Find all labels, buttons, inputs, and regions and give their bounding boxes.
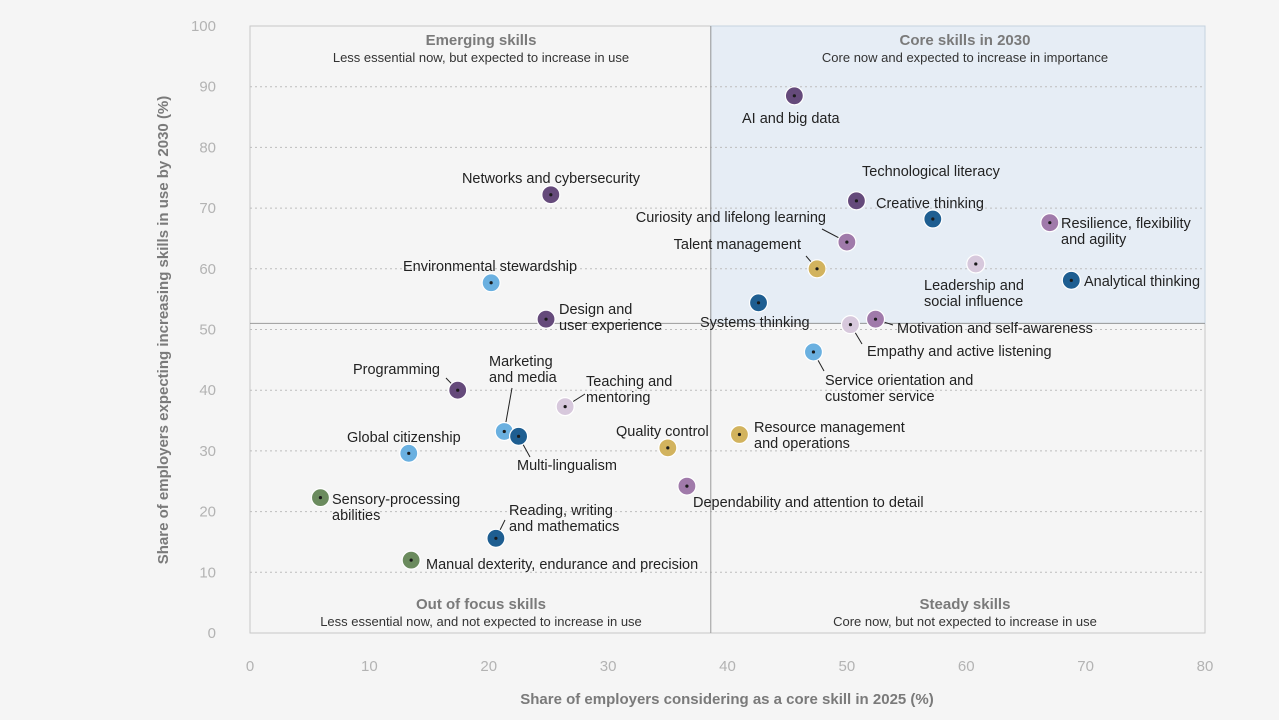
x-tick-label: 60 (958, 658, 975, 675)
quadrant-title-emerging: Emerging skills (426, 32, 537, 49)
point-label-curiosity-and-lifelong-learning: Curiosity and lifelong learning (636, 210, 826, 226)
point-center-programming (456, 388, 460, 392)
y-tick-label: 90 (199, 79, 216, 96)
point-label-global-citizenship: Global citizenship (347, 430, 461, 446)
point-label-analytical-thinking: Analytical thinking (1084, 274, 1200, 290)
point-center-curiosity-and-lifelong-learning (845, 240, 849, 244)
point-center-resilience-flexibility-and-agility (1048, 221, 1052, 225)
gridlines (250, 86, 1205, 573)
point-labels: AI and big data Networks and cybersecurit… (332, 111, 1200, 573)
point-label-service-orientation-and-customer-service: Service orientation and customer service (825, 373, 973, 405)
quadrant-title-steady: Steady skills (920, 596, 1011, 613)
x-tick-label: 80 (1197, 658, 1214, 675)
point-label-quality-control: Quality control (616, 424, 709, 440)
x-tick-label: 30 (600, 658, 617, 675)
point-center-multi-lingualism (516, 434, 521, 438)
core-quadrant-shading (710, 25, 1206, 324)
x-tick-label: 50 (839, 658, 856, 675)
point-label-manual-dexterity-endurance-and-precision: Manual dexterity, endurance and precisio… (426, 557, 698, 573)
point-center-empathy-and-active-listening (848, 323, 853, 327)
y-tick-label: 60 (199, 261, 216, 278)
quadrant-subtitle-out-of-focus: Less essential now, and not expected to … (320, 614, 642, 629)
point-center-resource-management-and-operations (737, 432, 742, 437)
y-tick-label: 30 (199, 443, 216, 460)
quadrant-subtitle-core: Core now and expected to increase in imp… (822, 50, 1108, 65)
point-center-analytical-thinking (1069, 278, 1073, 282)
point-label-teaching-and-mentoring: Teaching and mentoring (586, 374, 672, 406)
point-center-systems-thinking (756, 301, 761, 305)
axis-ticks: 0 10 20 30 40 50 60 70 80 0 10 20 30 40 50 60 70 80 90 100 (191, 18, 1213, 675)
x-tick-label: 20 (480, 658, 497, 675)
point-label-leadership-and-social-influence: Leadership and social influence (924, 278, 1024, 310)
x-tick-label: 10 (361, 658, 378, 675)
y-tick-label: 70 (199, 200, 216, 217)
quadrant-subtitle-emerging: Less essential now, but expected to incr… (333, 50, 629, 65)
point-center-creative-thinking (931, 217, 935, 221)
point-label-systems-thinking: Systems thinking (700, 315, 810, 331)
point-center-teaching-and-mentoring (563, 404, 567, 409)
point-label-marketing-and-media: Marketing and media (489, 354, 558, 386)
point-center-dependability-and-attention-to-detail (685, 484, 689, 488)
x-axis-title: Share of employers considering as a core… (520, 691, 934, 708)
point-center-global-citizenship (407, 451, 411, 455)
point-center-motivation-and-self-awareness (873, 317, 878, 321)
quadrant-title-core: Core skills in 2030 (900, 32, 1031, 49)
point-center-talent-management (815, 267, 819, 271)
point-center-ai-and-big-data (792, 94, 796, 98)
y-tick-label: 40 (199, 382, 216, 399)
point-center-sensory-processing-abilities (318, 496, 323, 500)
y-tick-label: 0 (208, 625, 216, 642)
y-axis-title: Share of employers expecting increasing … (155, 96, 172, 565)
point-label-resilience-flexibility-and-agility: Resilience, flexibility and agility (1061, 216, 1191, 248)
point-label-ai-and-big-data: AI and big data (742, 111, 840, 127)
quadrant-title-out-of-focus: Out of focus skills (416, 596, 546, 613)
point-label-environmental-stewardship: Environmental stewardship (403, 259, 577, 275)
x-tick-label: 40 (719, 658, 736, 675)
x-tick-label: 70 (1077, 658, 1094, 675)
point-label-reading-writing-and-mathematics: Reading, writing and mathematics (509, 503, 619, 535)
point-label-creative-thinking: Creative thinking (876, 196, 984, 212)
x-tick-label: 0 (246, 658, 254, 675)
point-center-networks-and-cybersecurity (549, 193, 553, 197)
point-label-talent-management: Talent management (674, 237, 801, 253)
point-label-design-and-user-experience: Design and user experience (559, 302, 662, 334)
point-label-dependability-and-attention-to-detail: Dependability and attention to detail (693, 495, 924, 511)
point-label-empathy-and-active-listening: Empathy and active listening (867, 344, 1052, 360)
data-points (310, 86, 1081, 570)
point-center-leadership-and-social-influence (974, 262, 978, 266)
point-label-motivation-and-self-awareness: Motivation and self-awareness (897, 321, 1093, 337)
y-tick-label: 50 (199, 322, 216, 339)
y-tick-label: 80 (199, 139, 216, 156)
point-center-quality-control (666, 446, 670, 450)
point-center-technological-literacy (854, 199, 859, 203)
point-label-resource-management-and-operations: Resource management and operations (754, 420, 905, 452)
point-center-design-and-user-experience (544, 317, 548, 321)
y-tick-label: 100 (191, 18, 216, 35)
point-center-manual-dexterity-endurance-and-precision (409, 558, 413, 562)
point-center-service-orientation-and-customer-service (811, 350, 816, 354)
point-label-sensory-processing-abilities: Sensory-processing abilities (332, 492, 460, 524)
point-label-programming: Programming (353, 362, 440, 378)
point-center-reading-writing-and-mathematics (494, 536, 498, 540)
quadrant-dividers (250, 26, 1205, 633)
point-label-multi-lingualism: Multi-lingualism (517, 458, 617, 474)
point-center-marketing-and-media (502, 429, 506, 434)
point-center-environmental-stewardship (489, 281, 493, 285)
y-tick-label: 10 (199, 564, 216, 581)
point-label-networks-and-cybersecurity: Networks and cybersecurity (462, 171, 641, 187)
point-label-technological-literacy: Technological literacy (862, 164, 1001, 180)
y-tick-label: 20 (199, 504, 216, 521)
quadrant-subtitle-steady: Core now, but not expected to increase i… (833, 614, 1097, 629)
